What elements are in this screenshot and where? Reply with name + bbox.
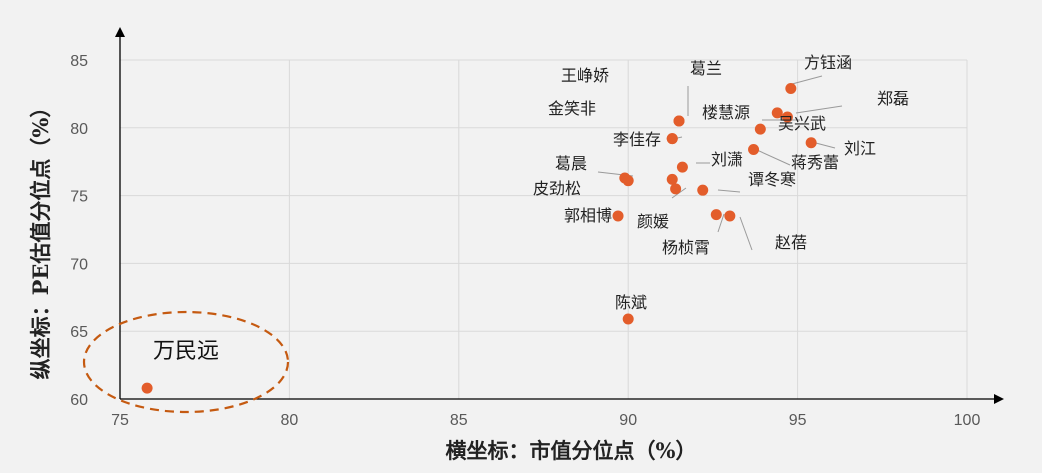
point-label: 李佳存 — [613, 130, 661, 149]
x-tick-label: 90 — [619, 412, 637, 429]
data-point — [673, 115, 685, 127]
x-tick-label: 95 — [789, 412, 807, 429]
point-label: 皮劲松 — [533, 179, 581, 198]
point-label: 郑磊 — [877, 89, 909, 108]
point-label: 楼慧源 — [702, 103, 750, 122]
leader-line — [717, 213, 725, 233]
leader-lines — [597, 75, 843, 251]
x-tick-label: 100 — [954, 412, 981, 429]
y-tick-label: 75 — [70, 189, 88, 206]
point-label: 谭冬寒 — [748, 170, 796, 189]
y-tick-label: 85 — [70, 53, 88, 70]
data-point — [697, 184, 709, 196]
data-point — [612, 210, 624, 222]
point-label: 王峥娇 — [561, 66, 609, 85]
highlight-ellipse-group — [82, 310, 290, 414]
x-axis-arrow — [994, 394, 1004, 404]
point-label: 方钰涵 — [804, 53, 852, 72]
data-point — [771, 107, 783, 119]
point-label: 颜媛 — [637, 212, 669, 231]
grid-lines — [120, 59, 968, 399]
point-label: 赵蓓 — [775, 233, 807, 252]
data-point — [781, 111, 793, 123]
data-point — [754, 123, 766, 135]
point-label: 葛兰 — [690, 59, 722, 78]
point-label: 郭相博 — [564, 206, 612, 225]
leader-line — [756, 149, 791, 166]
highlight-ellipse — [82, 310, 290, 414]
data-point — [676, 161, 688, 173]
leader-line — [739, 216, 753, 251]
leader-line — [717, 189, 741, 193]
leader-line — [791, 75, 823, 85]
data-point — [805, 137, 817, 149]
point-label: 葛晨 — [555, 154, 587, 173]
data-point — [710, 209, 722, 221]
point-label: 蒋秀蕾 — [791, 153, 839, 172]
data-point — [724, 210, 736, 222]
point-label: 吴兴武 — [778, 114, 826, 133]
point-label: 刘潇 — [711, 150, 743, 169]
point-label: 金笑非 — [548, 99, 596, 118]
y-tick-label: 60 — [70, 392, 88, 409]
y-tick-label: 70 — [70, 256, 88, 273]
data-point — [666, 133, 678, 145]
tick-labels: 75 80 85 90 95 100 60 65 70 75 80 85 — [70, 53, 980, 429]
x-tick-label: 85 — [450, 412, 468, 429]
y-tick-label: 65 — [70, 324, 88, 341]
point-label: 杨桢霄 — [662, 238, 710, 257]
data-point — [748, 143, 760, 155]
y-axis-title: 纵坐标：PE估值分位点（%） — [28, 97, 53, 380]
x-tick-label: 80 — [281, 412, 299, 429]
x-tick-label: 75 — [111, 412, 129, 429]
data-point — [666, 173, 678, 185]
point-label: 万民远 — [153, 339, 219, 364]
data-points — [141, 82, 817, 394]
x-axis-title: 横坐标：市值分位点（%） — [446, 438, 697, 463]
data-point — [141, 382, 153, 394]
data-point — [622, 175, 634, 187]
point-label: 陈斌 — [615, 293, 647, 312]
data-point — [622, 313, 634, 325]
leader-line — [795, 105, 843, 114]
data-point — [785, 82, 797, 94]
y-axis-arrow — [115, 27, 125, 37]
data-point — [670, 183, 682, 195]
point-label: 刘江 — [844, 139, 876, 158]
axes — [115, 27, 1004, 404]
y-tick-label: 80 — [70, 121, 88, 138]
